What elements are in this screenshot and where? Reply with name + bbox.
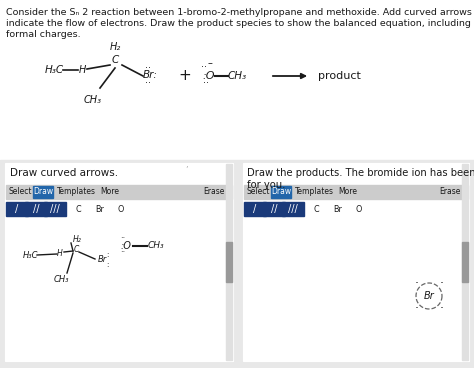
Text: ··: ·· — [203, 78, 209, 88]
Text: :: : — [106, 262, 108, 268]
Text: Draw the products. The bromide ion has been drawn: Draw the products. The bromide ion has b… — [247, 168, 474, 178]
Text: indicate the flow of electrons. Draw the product species to show the balanced eq: indicate the flow of electrons. Draw the… — [6, 19, 474, 28]
Text: Select: Select — [9, 188, 33, 197]
Text: :: : — [106, 252, 108, 258]
Text: ///: /// — [288, 204, 298, 214]
Text: /: / — [15, 204, 18, 214]
Bar — [25, 202, 47, 216]
Text: Erase: Erase — [204, 188, 225, 197]
Text: Br: Br — [95, 205, 104, 213]
Text: ·: · — [414, 277, 418, 290]
Bar — [111, 202, 130, 216]
Bar — [90, 202, 109, 216]
Bar — [263, 202, 285, 216]
Text: :O: :O — [202, 71, 215, 81]
Text: H₂: H₂ — [109, 42, 120, 52]
Text: C: C — [111, 55, 118, 65]
Text: /: / — [254, 204, 256, 214]
Text: for you.: for you. — [247, 180, 285, 190]
Text: C: C — [73, 245, 79, 255]
Text: H: H — [78, 65, 86, 75]
Bar — [244, 202, 266, 216]
Bar — [349, 202, 368, 216]
Text: C: C — [314, 205, 319, 213]
Text: CH₃: CH₃ — [84, 95, 102, 105]
Bar — [243, 163, 469, 361]
Text: ··: ·· — [120, 234, 126, 244]
Bar — [328, 202, 347, 216]
Text: More: More — [338, 188, 357, 197]
Text: Draw curved arrows.: Draw curved arrows. — [10, 168, 118, 178]
Text: ··: ·· — [145, 78, 151, 88]
Text: +: + — [179, 68, 191, 84]
Bar — [307, 202, 326, 216]
Text: //: // — [271, 204, 277, 214]
Text: C: C — [76, 205, 82, 213]
Text: ///: /// — [50, 204, 60, 214]
Bar — [244, 185, 468, 199]
Bar — [462, 242, 468, 282]
Text: Br: Br — [98, 255, 107, 265]
Bar — [226, 242, 232, 282]
Text: O: O — [117, 205, 124, 213]
Text: CH₃: CH₃ — [228, 71, 247, 81]
Text: ’: ’ — [185, 166, 188, 175]
Text: H₃C: H₃C — [45, 65, 64, 75]
Text: Br: Br — [424, 291, 434, 301]
Bar — [271, 186, 291, 198]
Text: O: O — [356, 205, 362, 213]
Bar — [33, 186, 53, 198]
Text: H₂: H₂ — [73, 236, 82, 244]
Text: –: – — [208, 58, 212, 68]
Text: Templates: Templates — [57, 188, 96, 197]
Text: ·: · — [440, 302, 444, 315]
Bar — [226, 164, 232, 360]
Text: CH₃: CH₃ — [53, 276, 69, 284]
Text: ·: · — [414, 302, 418, 315]
Bar — [69, 202, 88, 216]
Text: //: // — [33, 204, 39, 214]
Text: Consider the Sₙ 2 reaction between 1-bromo-2-methylpropane and methoxide. Add cu: Consider the Sₙ 2 reaction between 1-bro… — [6, 8, 474, 17]
Text: Br: Br — [333, 205, 342, 213]
Text: ··: ·· — [120, 248, 126, 258]
Bar — [0, 0, 474, 160]
Text: ·: · — [440, 277, 444, 290]
Text: product: product — [318, 71, 361, 81]
Bar — [0, 163, 474, 368]
Text: H₃C: H₃C — [23, 251, 38, 261]
Text: H: H — [57, 248, 63, 258]
Text: Draw: Draw — [271, 188, 291, 197]
Bar — [44, 202, 66, 216]
Text: ··: ·· — [145, 63, 151, 73]
Text: Draw: Draw — [33, 188, 53, 197]
Text: Select: Select — [247, 188, 271, 197]
Bar — [5, 163, 233, 361]
Text: Templates: Templates — [295, 188, 334, 197]
Bar — [282, 202, 304, 216]
Text: More: More — [100, 188, 119, 197]
Bar — [6, 185, 232, 199]
Bar — [462, 164, 468, 360]
Bar — [6, 202, 28, 216]
Text: :O: :O — [121, 241, 132, 251]
Text: formal charges.: formal charges. — [6, 30, 81, 39]
Bar — [0, 160, 474, 163]
Text: Erase: Erase — [439, 188, 461, 197]
Text: CH₃: CH₃ — [148, 241, 164, 251]
Text: ··: ·· — [201, 62, 207, 72]
Text: Br:: Br: — [143, 70, 158, 80]
